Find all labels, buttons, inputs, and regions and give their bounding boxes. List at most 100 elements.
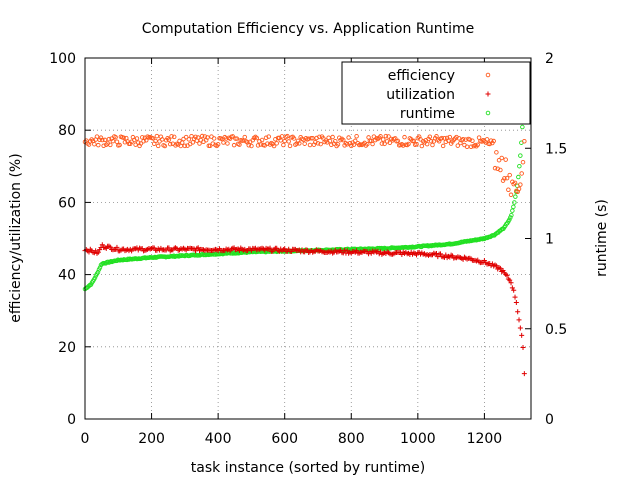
data-point (508, 280, 514, 286)
data-point (442, 136, 447, 141)
data-point (428, 138, 434, 144)
y-tick-label: 100 (49, 51, 76, 67)
data-point (189, 133, 194, 139)
data-point (414, 142, 419, 147)
data-point (317, 134, 322, 140)
data-point (211, 136, 217, 141)
data-point (100, 137, 105, 143)
legend-label-runtime: runtime (400, 106, 455, 122)
x-tick-label: 600 (271, 431, 298, 447)
data-point (402, 134, 407, 140)
data-point (166, 137, 172, 142)
data-point (106, 136, 112, 142)
data-point (383, 133, 389, 139)
data-point (231, 142, 237, 148)
data-point (516, 317, 522, 323)
data-point (498, 167, 503, 173)
data-point (307, 142, 313, 148)
data-point (341, 137, 346, 143)
data-point (400, 143, 406, 148)
data-point (511, 204, 516, 210)
data-point (329, 142, 334, 147)
data-point (159, 137, 165, 142)
data-point (297, 141, 302, 146)
data-point (230, 134, 236, 139)
data-point (99, 242, 105, 248)
data-point (162, 143, 168, 149)
x-tick-label: 1000 (400, 431, 436, 447)
data-point (92, 141, 97, 147)
y-tick-label: 0 (67, 412, 76, 428)
data-point (282, 246, 288, 252)
data-point (455, 143, 461, 148)
x-tick-label: 800 (338, 431, 365, 447)
data-point (182, 143, 188, 149)
data-point (113, 134, 118, 140)
data-point (354, 134, 359, 139)
data-point (521, 371, 527, 377)
data-point (439, 135, 445, 141)
data-point (114, 139, 120, 144)
data-point (302, 141, 307, 146)
data-point (139, 135, 145, 140)
data-point (221, 140, 226, 145)
data-point (321, 136, 326, 141)
legend-marker-efficiency (485, 72, 491, 78)
data-point (318, 141, 323, 147)
data-point (249, 143, 254, 149)
y2-tick-label: 0 (545, 412, 554, 428)
y-tick-label: 60 (58, 195, 76, 211)
data-point (507, 172, 512, 178)
data-point (522, 139, 527, 144)
x-tick-label: 200 (138, 431, 165, 447)
data-point (167, 141, 173, 147)
data-point (225, 141, 230, 146)
data-point (419, 143, 425, 149)
data-point (520, 159, 526, 165)
data-point (437, 251, 443, 257)
series-layer (82, 64, 527, 377)
data-point (274, 141, 279, 146)
data-point (101, 143, 106, 149)
data-point (342, 247, 348, 253)
data-point (502, 176, 507, 181)
data-point (96, 142, 101, 148)
data-point (286, 139, 291, 144)
data-point (425, 243, 430, 248)
data-point (170, 254, 176, 259)
data-point (155, 143, 161, 149)
data-point (517, 325, 523, 331)
data-point (378, 134, 383, 139)
data-point (484, 137, 490, 142)
data-point (166, 245, 172, 251)
axes: 0 200 400 600 800 1000 120002040608010000.511.… (49, 51, 567, 447)
data-point (508, 192, 514, 198)
data-point (205, 135, 210, 140)
x-tick-label: 0 (81, 431, 90, 447)
data-point (234, 136, 240, 141)
data-point (134, 136, 140, 141)
data-point (503, 157, 508, 162)
data-point (508, 215, 513, 220)
legend-label-efficiency: efficiency (388, 68, 455, 84)
data-point (411, 138, 417, 144)
data-point (497, 265, 503, 271)
data-point (520, 124, 525, 130)
data-point (468, 144, 474, 150)
series-efficiency (82, 133, 527, 198)
data-point (516, 186, 522, 192)
data-point (171, 134, 177, 140)
y-tick-label: 80 (58, 123, 76, 139)
data-point (519, 332, 525, 338)
data-point (496, 157, 502, 163)
data-point (493, 263, 499, 269)
y2-tick-label: 2 (545, 51, 554, 67)
data-point (169, 134, 174, 139)
data-point (427, 134, 433, 139)
data-point (122, 139, 128, 145)
data-point (520, 344, 526, 350)
y2-tick-label: 1 (545, 232, 554, 248)
data-point (387, 140, 393, 146)
data-point (516, 174, 521, 180)
